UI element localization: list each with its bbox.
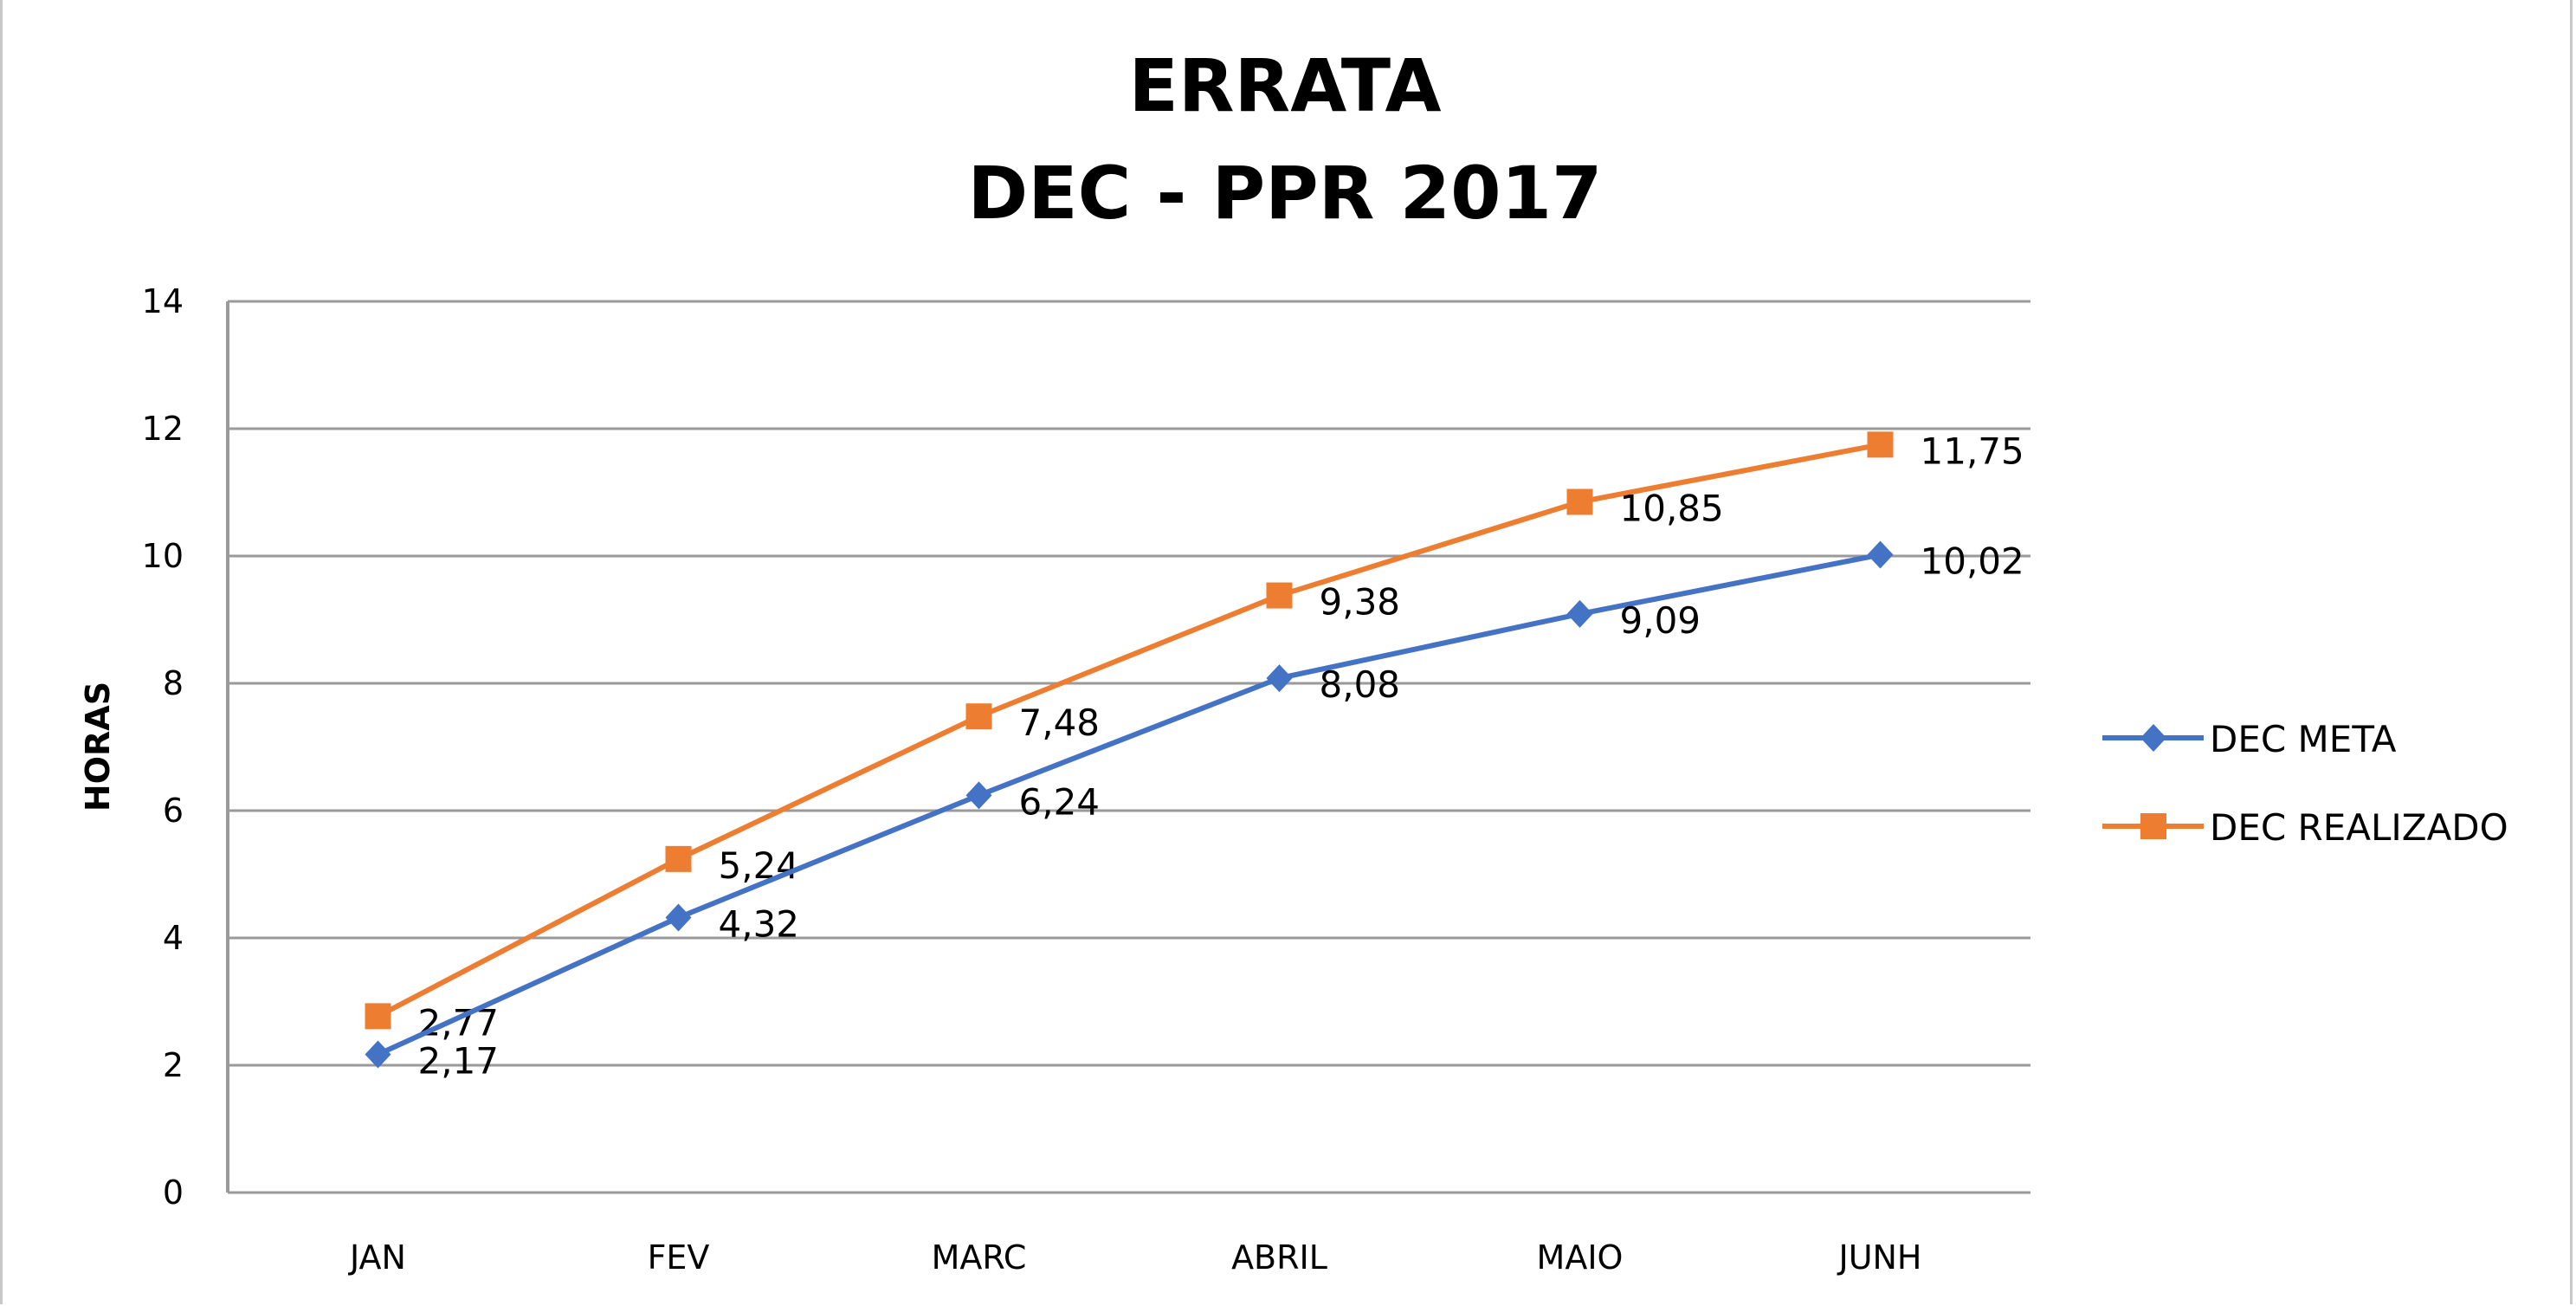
data-point — [1566, 488, 1593, 515]
legend-item: DEC REALIZADO — [2102, 806, 2508, 849]
data-point — [1867, 431, 1894, 458]
data-point — [365, 1003, 391, 1030]
data-point — [665, 903, 692, 932]
data-label: 4,32 — [719, 902, 800, 945]
x-tick-label: JUNH — [1837, 1238, 1921, 1277]
y-tick-label: 10 — [142, 537, 184, 575]
data-label: 10,02 — [1921, 540, 2024, 583]
diamond-marker-icon — [2140, 724, 2166, 752]
data-point — [1266, 582, 1293, 609]
data-label: 9,38 — [1320, 581, 1401, 624]
data-label: 2,77 — [418, 1001, 500, 1044]
y-axis-label: HORAS — [79, 682, 117, 811]
x-tick-label: JAN — [348, 1238, 406, 1277]
data-label: 10,85 — [1620, 488, 1724, 530]
x-tick-label: FEV — [648, 1238, 710, 1277]
data-point — [965, 703, 992, 730]
y-tick-label: 4 — [163, 919, 184, 957]
y-tick-label: 2 — [163, 1046, 184, 1084]
y-tick-label: 0 — [163, 1173, 184, 1212]
y-tick-label: 14 — [142, 282, 184, 320]
y-tick-label: 12 — [142, 410, 184, 448]
x-tick-label: MAIO — [1537, 1238, 1624, 1277]
y-tick-label: 6 — [163, 792, 184, 830]
chart-title-line-2: DEC - PPR 2017 — [968, 151, 1603, 236]
x-tick-label: ABRIL — [1231, 1238, 1327, 1277]
x-tick-label: MARC — [932, 1238, 1027, 1277]
data-label: 8,08 — [1320, 663, 1401, 706]
data-label: 9,09 — [1620, 599, 1701, 642]
data-point — [1867, 540, 1894, 569]
series-line — [377, 552, 1882, 1057]
data-point — [1566, 599, 1593, 628]
series-dec-realizado: 2,77 5,24 7,48 9,38 10,85 11,75 — [365, 430, 2024, 1044]
data-point — [1266, 664, 1293, 693]
legend-label: DEC META — [2210, 718, 2397, 760]
square-marker-icon — [2140, 813, 2166, 839]
data-point — [965, 781, 992, 810]
data-label: 2,17 — [418, 1040, 500, 1083]
legend-label: DEC REALIZADO — [2210, 806, 2508, 849]
data-point — [665, 845, 692, 872]
data-label: 6,24 — [1019, 780, 1101, 823]
y-tick-label: 8 — [163, 664, 184, 702]
series-line — [377, 442, 1882, 1019]
data-label: 11,75 — [1921, 430, 2024, 472]
data-label: 5,24 — [719, 844, 800, 887]
series-dec-meta: 2,17 4,32 6,24 8,08 9,09 10,02 — [365, 540, 2024, 1083]
data-label: 7,48 — [1019, 701, 1101, 744]
legend-item: DEC META — [2102, 718, 2397, 760]
chart-title-line-1: ERRATA — [1128, 43, 1441, 128]
data-point — [365, 1040, 391, 1069]
